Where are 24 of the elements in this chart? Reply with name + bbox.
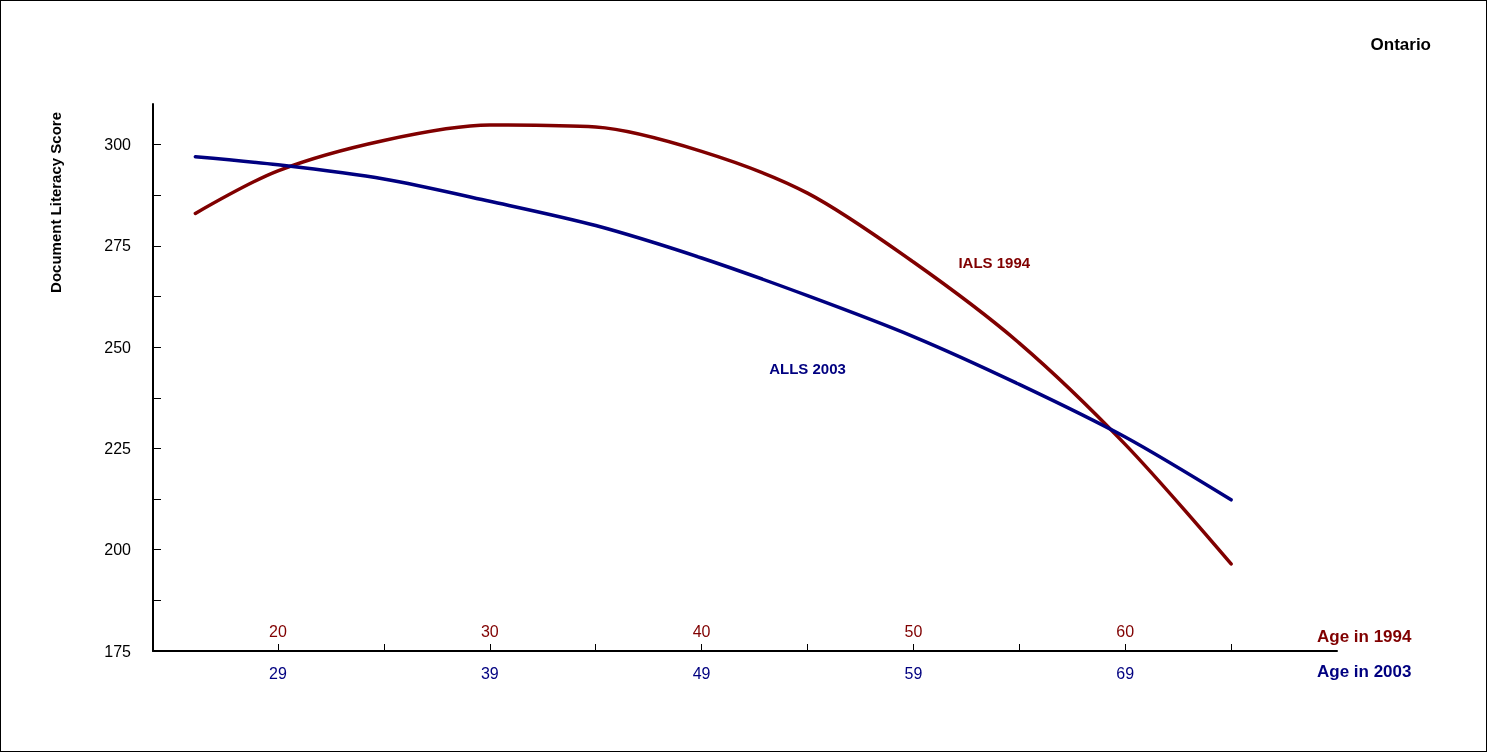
x-tick-label: 20 — [269, 622, 287, 640]
x2-tick-label: 29 — [269, 664, 287, 682]
x-tick-label: 40 — [692, 622, 711, 640]
y-tick-label: 275 — [104, 237, 132, 255]
series-label: IALS 1994 — [958, 253, 1031, 271]
y-axis-title: Document Literacy Score — [47, 112, 64, 293]
y-tick-label: 300 — [104, 136, 132, 154]
x-tick-label: 50 — [904, 622, 923, 640]
text: ALLS 2003 — [769, 359, 846, 377]
y-tick-label: 250 — [104, 338, 132, 356]
x2-tick-label: 59 — [904, 664, 923, 682]
line-series — [193, 123, 1233, 566]
line-series — [193, 154, 1233, 502]
y-tick-label: 225 — [104, 439, 132, 457]
y-tick-label: 200 — [104, 541, 132, 559]
text: Ontario — [1370, 35, 1432, 54]
x2-axis-title: Age in 2003 — [1317, 662, 1412, 681]
x2-tick-label: 69 — [1116, 664, 1135, 682]
x-tick-label: 60 — [1116, 622, 1135, 640]
y-tick-label: 175 — [104, 642, 132, 660]
x2-tick-label: 39 — [480, 664, 499, 682]
x2-tick-label: 49 — [692, 664, 711, 682]
x-axis-title: Age in 1994 — [1317, 627, 1413, 646]
x-tick-label: 30 — [480, 622, 499, 640]
